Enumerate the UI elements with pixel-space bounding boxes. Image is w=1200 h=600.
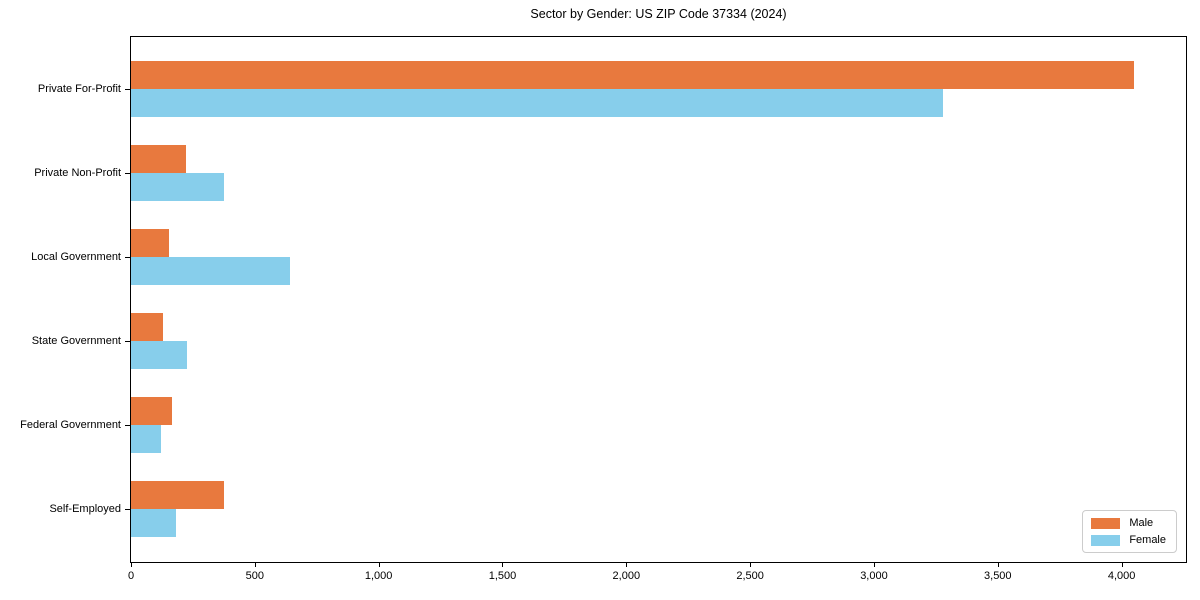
bar-female-2 xyxy=(131,257,290,285)
legend: Male Female xyxy=(1082,510,1177,553)
male-swatch-icon xyxy=(1091,517,1121,529)
bar-male-1 xyxy=(131,145,186,173)
x-tick xyxy=(502,562,504,567)
bar-female-4 xyxy=(131,425,161,453)
x-tick-label: 0 xyxy=(127,570,135,582)
x-tick-label: 4,000 xyxy=(1107,570,1136,582)
bar-female-0 xyxy=(131,89,944,117)
legend-label-female: Female xyxy=(1129,534,1166,546)
bar-male-4 xyxy=(131,397,172,425)
x-tick-label: 3,500 xyxy=(984,570,1012,582)
y-tick-label: Private For-Profit xyxy=(37,83,121,95)
x-tick xyxy=(626,562,628,567)
bar-male-5 xyxy=(131,481,224,509)
x-tick-label: 2,000 xyxy=(612,570,641,582)
x-tick xyxy=(997,562,999,567)
legend-label-male: Male xyxy=(1129,517,1154,529)
bar-male-3 xyxy=(131,313,164,341)
y-tick-label: Private Non-Profit xyxy=(34,167,121,179)
x-tick-label: 1,500 xyxy=(488,570,517,582)
y-tick-label: Federal Government xyxy=(20,419,121,431)
bar-male-2 xyxy=(131,229,170,257)
y-tick xyxy=(125,425,131,426)
x-tick xyxy=(750,562,752,567)
y-tick-label: Local Government xyxy=(31,251,121,263)
bar-male-0 xyxy=(131,61,1134,89)
bar-female-3 xyxy=(131,341,187,369)
legend-item-male: Male xyxy=(1091,517,1166,529)
x-tick xyxy=(378,562,380,567)
bar-female-5 xyxy=(131,509,176,537)
x-tick-label: 500 xyxy=(245,570,264,582)
y-tick-label: State Government xyxy=(31,335,121,347)
y-tick xyxy=(125,89,131,90)
female-swatch-icon xyxy=(1091,534,1121,546)
x-tick-label: 3,000 xyxy=(860,570,888,582)
x-tick xyxy=(131,562,132,567)
x-tick xyxy=(1121,562,1123,567)
x-tick-label: 2,500 xyxy=(736,570,764,582)
y-tick xyxy=(125,257,131,258)
y-tick xyxy=(125,509,131,510)
bar-female-1 xyxy=(131,173,224,201)
y-tick xyxy=(125,173,131,174)
legend-item-female: Female xyxy=(1091,534,1166,546)
x-tick xyxy=(254,562,256,567)
y-tick-label: Self-Employed xyxy=(49,503,121,515)
chart-title: Sector by Gender: US ZIP Code 37334 (202… xyxy=(530,7,787,21)
x-tick-label: 1,000 xyxy=(364,570,393,582)
plot-area: Male Female Private For-Profit Private No… xyxy=(20,36,1187,582)
x-tick xyxy=(873,562,875,567)
y-tick xyxy=(125,341,131,342)
